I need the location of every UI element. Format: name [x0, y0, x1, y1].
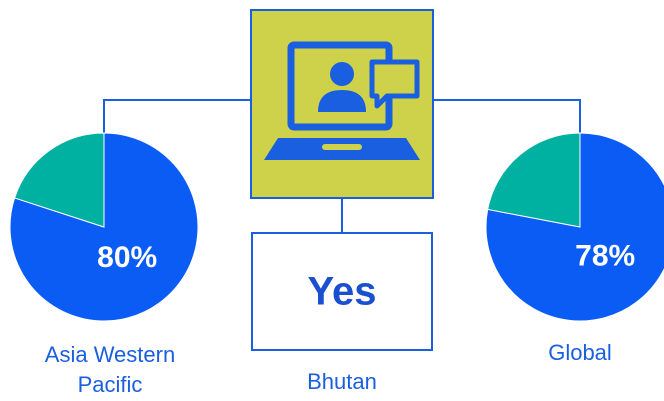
- pie-slice: [485, 132, 664, 322]
- answer-value: Yes: [308, 270, 377, 314]
- pie-slice: [487, 132, 581, 228]
- country-label: Bhutan: [307, 369, 377, 394]
- connectors: [103, 99, 581, 233]
- answer-box: [251, 232, 433, 351]
- value-label: 78%: [575, 239, 635, 272]
- pie-title: Asia Western Pacific: [44, 342, 176, 397]
- laptop-icon: [264, 41, 420, 160]
- pie-slice: [13, 132, 105, 228]
- value-label: 80%: [97, 241, 157, 274]
- pie-title: Global: [548, 340, 612, 365]
